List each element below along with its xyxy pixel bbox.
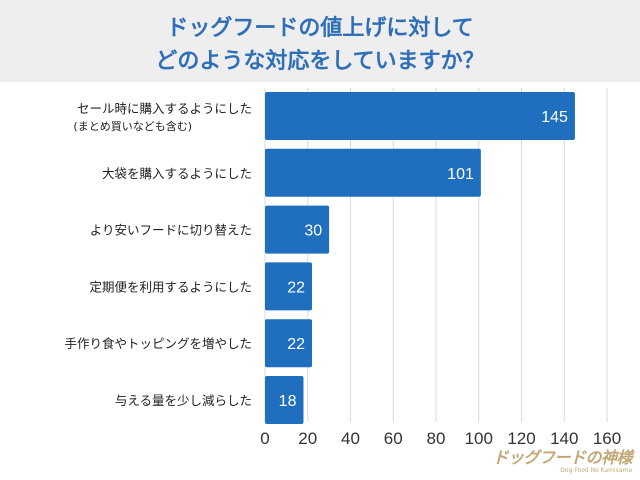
x-tick-label: 20 — [298, 429, 317, 448]
x-tick-label: 0 — [260, 429, 269, 448]
category-label: 定期便を利用するようにした — [89, 279, 252, 294]
bar — [265, 205, 330, 254]
brand-watermark-logo: ドッグフードの神様 Dog Food No Kamisama — [492, 444, 632, 474]
x-tick-label: 120 — [507, 429, 535, 448]
chart-title-line-1: ドッグフードの値上げに対して — [166, 16, 474, 41]
bar — [265, 92, 575, 140]
watermark-main-text: ドッグフードの神様 — [492, 448, 632, 467]
bar — [265, 376, 304, 424]
title-banner: ドッグフードの値上げに対して どのような対応をしていますか？ — [0, 0, 640, 82]
category-label: 手作り食やトッピングを増やした — [64, 336, 252, 351]
bar-value-label: 145 — [541, 109, 568, 126]
chart-title-line-2: どのような対応をしていますか？ — [155, 49, 485, 74]
category-label: より安いフードに切り替えた — [90, 223, 252, 238]
bar-value-label: 30 — [304, 223, 322, 240]
x-tick-label: 40 — [341, 429, 360, 448]
bar — [265, 319, 313, 368]
watermark-sub-text: Dog Food No Kamisama — [560, 467, 632, 474]
bar-value-label: 22 — [287, 336, 305, 353]
x-tick-label: 60 — [384, 429, 403, 448]
bar-value-label: 18 — [279, 393, 297, 410]
category-label: 与える量を少し減らした — [115, 393, 252, 408]
category-label: 大袋を購入するようにした — [102, 166, 252, 181]
category-label-sub: (まとめ買いなども含む) — [73, 119, 192, 133]
x-tick-label: 160 — [593, 429, 621, 448]
x-tick-label: 80 — [427, 429, 446, 448]
bar-value-label: 22 — [287, 279, 305, 296]
x-tick-label: 140 — [550, 429, 578, 448]
bar — [265, 262, 313, 311]
x-tick-label: 100 — [465, 429, 493, 448]
bar — [265, 148, 481, 197]
bar-value-label: 101 — [447, 166, 474, 183]
category-label: セール時に購入するようにした — [77, 101, 252, 116]
